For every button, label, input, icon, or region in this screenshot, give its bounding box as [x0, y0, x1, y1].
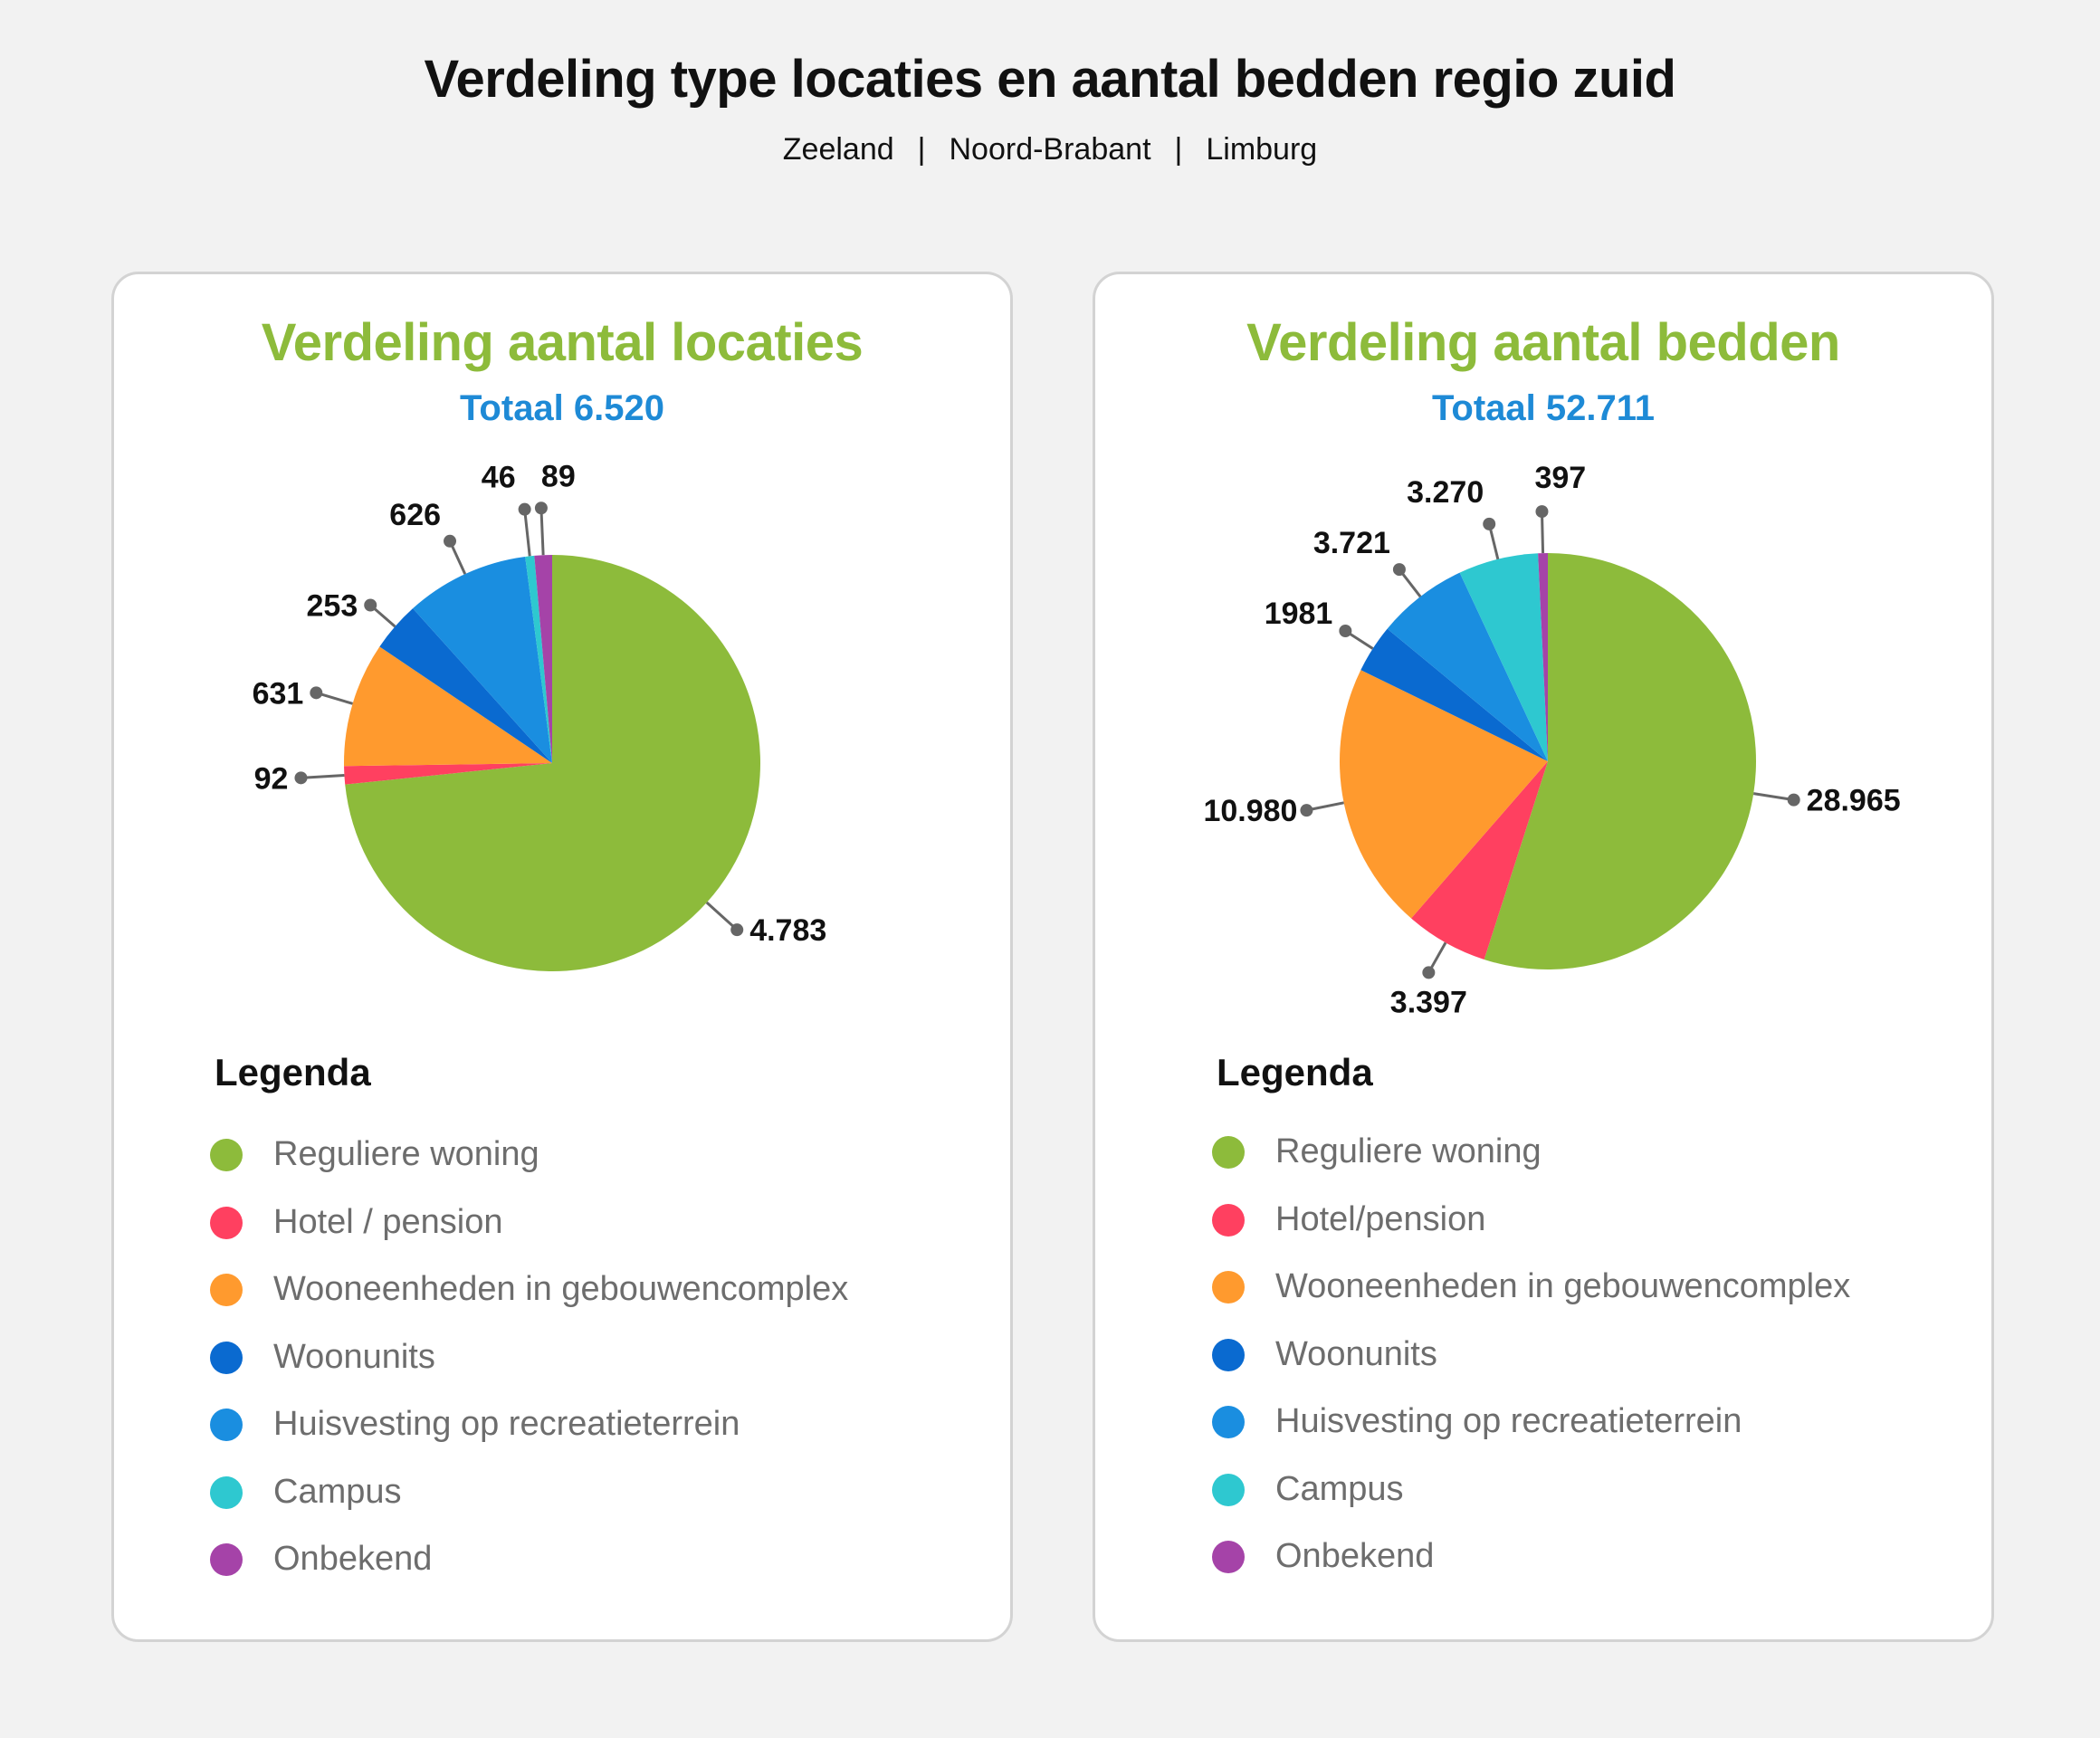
legend-label: Woonunits — [273, 1337, 435, 1376]
pie-slice-onbekend — [1538, 553, 1548, 761]
legend-swatch-red — [210, 1206, 243, 1239]
leader-line — [523, 509, 531, 557]
data-label: 4.783 — [749, 913, 826, 948]
region-subtitle: Zeeland | Noord-Brabant | Limburg — [0, 132, 2100, 167]
leader-dot — [1339, 624, 1352, 637]
page-title: Verdeling type locaties en aantal bedden… — [424, 50, 1676, 109]
legend-label: Wooneenheden in gebouwencomplex — [1275, 1267, 1851, 1305]
legend-label: Wooneenheden in gebouwencomplex — [273, 1270, 849, 1308]
leader-dot — [1392, 563, 1406, 577]
leader-line — [539, 508, 545, 556]
pie-slice-recreatie — [413, 556, 552, 763]
locaties-panel: Verdeling aantal locaties Totaal 6.520 4… — [111, 272, 1013, 1642]
pie-slice-campus — [1459, 553, 1548, 761]
chart-total: Totaal 6.520 — [459, 388, 665, 428]
leader-dot — [534, 501, 548, 515]
leader-line — [705, 901, 739, 931]
leader-dot — [1535, 505, 1549, 519]
legend-label: Huisvesting op recreatieterrein — [273, 1405, 740, 1443]
data-label: 28.965 — [1807, 784, 1901, 818]
pie-slice-wooneenheden — [1340, 670, 1548, 919]
leader-dot — [1422, 966, 1436, 979]
legend-swatch-cyan — [1212, 1473, 1245, 1506]
legend-swatch-blue — [1212, 1406, 1245, 1438]
leader-dot — [364, 598, 377, 612]
legend-swatch-blue — [210, 1409, 243, 1441]
data-label: 3.270 — [1407, 475, 1484, 510]
data-label: 3.397 — [1390, 985, 1467, 1019]
legend-label: Onbekend — [1275, 1537, 1435, 1575]
data-label: 3.721 — [1313, 526, 1390, 560]
data-label: 626 — [389, 498, 441, 532]
legend-label: Hotel / pension — [273, 1202, 503, 1241]
pie-slice-regulier — [1484, 553, 1756, 969]
legend-swatch-darkblue — [210, 1341, 243, 1374]
data-label: 10.980 — [1203, 794, 1297, 828]
pie-slice-campus — [525, 555, 552, 763]
legend-label: Campus — [1275, 1469, 1404, 1508]
leader-dot — [310, 686, 323, 700]
legend-swatch-orange — [1212, 1271, 1245, 1304]
legend-title: Legenda — [1217, 1051, 1373, 1093]
legend-swatch-green — [1212, 1136, 1245, 1169]
leader-dot — [730, 923, 744, 937]
chart-title: Verdeling aantal bedden — [1246, 313, 1840, 372]
pie-slice-hotel — [344, 763, 552, 785]
leader-dot — [1787, 793, 1800, 807]
data-label: 92 — [254, 761, 289, 796]
chart-title: Verdeling aantal locaties — [261, 313, 864, 372]
region-zeeland: Zeeland — [782, 132, 894, 167]
legend-label: Campus — [273, 1472, 402, 1511]
pie-slice-onbekend — [534, 555, 552, 763]
legend-swatch-orange — [210, 1274, 243, 1306]
legend-label: Reguliere woning — [1275, 1132, 1542, 1170]
pie-slice-hotel — [1411, 761, 1548, 960]
pie-slice-recreatie — [1387, 572, 1548, 761]
leader-dot — [1483, 517, 1496, 530]
legend-swatch-purple — [1212, 1541, 1245, 1573]
legend-swatch-cyan — [210, 1475, 243, 1509]
data-label: 253 — [307, 588, 358, 623]
pie-slice-regulier — [345, 555, 760, 971]
leader-dot — [294, 771, 308, 785]
chart-total: Totaal 52.711 — [1431, 388, 1656, 428]
bedden-pie-chart: 28.965 3.397 10.980 1981 3.721 3.270 397 — [1203, 461, 1901, 1019]
legend-label: Hotel/pension — [1275, 1199, 1486, 1238]
legend-swatch-green — [210, 1139, 243, 1171]
region-separator: | — [917, 132, 926, 167]
data-label: 89 — [541, 459, 576, 493]
legend-label: Onbekend — [273, 1540, 433, 1578]
legend-title: Legenda — [215, 1051, 371, 1093]
leader-dot — [444, 534, 457, 548]
region-noord-brabant: Noord-Brabant — [949, 132, 1151, 167]
leader-line — [301, 774, 345, 779]
pie-slice-woonunits — [1360, 628, 1548, 761]
bedden-panel: Verdeling aantal bedden Totaal 52.711 28… — [1093, 272, 1994, 1642]
leader-dot — [1300, 804, 1313, 817]
legend-swatch-darkblue — [1212, 1338, 1245, 1371]
pie-slice-wooneenheden — [344, 646, 552, 767]
data-label: 631 — [253, 676, 304, 711]
locaties-pie-chart: 4.783 92 631 253 626 46 89 — [253, 459, 826, 971]
legend-label: Huisvesting op recreatieterrein — [1275, 1402, 1742, 1440]
legend-swatch-purple — [210, 1543, 243, 1576]
region-limburg: Limburg — [1206, 132, 1318, 167]
legend-label: Reguliere woning — [273, 1135, 539, 1173]
data-label: 1981 — [1265, 597, 1333, 631]
legend-label: Woonunits — [1275, 1334, 1437, 1373]
data-label: 46 — [482, 461, 516, 495]
legend-swatch-red — [1212, 1203, 1245, 1237]
leader-dot — [518, 502, 531, 516]
region-separator: | — [1174, 132, 1183, 167]
pie-slice-woonunits — [379, 608, 552, 763]
leader-line — [1752, 792, 1794, 802]
data-label: 397 — [1534, 461, 1586, 495]
